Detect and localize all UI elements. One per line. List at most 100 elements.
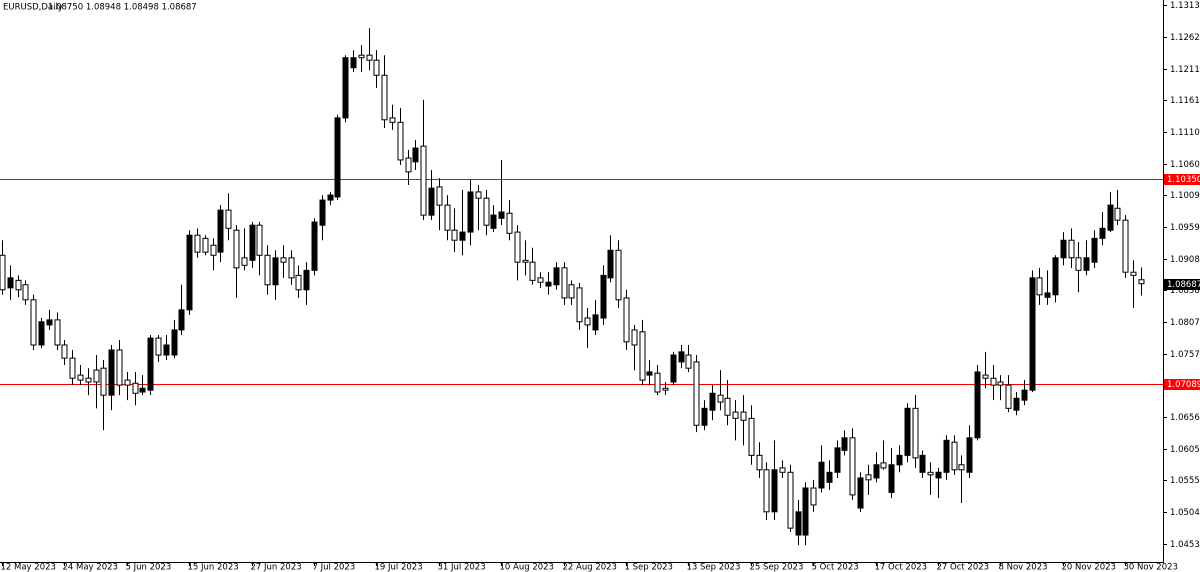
candle-body: [186, 234, 193, 311]
candle-body: [943, 439, 950, 473]
candle-body: [366, 54, 373, 61]
candle-body: [826, 471, 833, 483]
candle-body: [38, 321, 45, 346]
candle-body: [888, 464, 895, 493]
candle-body: [631, 329, 638, 346]
candle-body: [139, 387, 146, 393]
candle-body: [420, 145, 427, 216]
y-tick-label: 1.06560: [1170, 413, 1200, 423]
y-tick-label: 1.05040: [1170, 508, 1200, 518]
y-tick-label: 1.11610: [1170, 96, 1200, 106]
x-tick-label: 30 Nov 2023: [1124, 563, 1178, 572]
candle-body: [529, 261, 536, 281]
candle-body: [506, 212, 513, 234]
candle-body: [272, 257, 279, 286]
candle-body: [576, 287, 583, 323]
candle-body: [30, 299, 37, 346]
x-tick-label: 10 Aug 2023: [500, 563, 554, 572]
y-tick-label: 1.13130: [1170, 1, 1200, 11]
candle-body: [787, 471, 794, 529]
candle-body: [1013, 397, 1020, 411]
candle-body: [514, 231, 521, 263]
candle-body: [444, 204, 451, 231]
candle-body: [1083, 257, 1090, 271]
candle-body: [919, 454, 926, 473]
x-tick-label: 12 May 2023: [1, 563, 56, 572]
candle-body: [701, 407, 708, 426]
last-price-label: 1.08687: [1167, 280, 1200, 290]
candle-body: [592, 314, 599, 331]
candle-body: [584, 317, 591, 326]
candle-body: [249, 224, 256, 261]
candle-body: [982, 374, 989, 379]
candle-body: [334, 117, 341, 198]
candle-body: [1122, 219, 1129, 273]
x-tick-label: 31 Jul 2023: [438, 563, 486, 572]
candle-body: [561, 267, 568, 299]
candle-body: [1107, 204, 1114, 231]
x-tick-label: 27 Jun 2023: [251, 563, 302, 572]
candle-body: [857, 477, 864, 509]
candle-body: [553, 267, 560, 286]
candle-body: [389, 117, 396, 123]
candle-body: [100, 367, 107, 396]
candle-body: [740, 411, 747, 421]
candle-body: [451, 229, 458, 241]
candle-body: [849, 437, 856, 496]
x-tick-label: 20 Nov 2023: [1062, 563, 1116, 572]
candle-body: [1091, 237, 1098, 263]
candle-body: [15, 279, 22, 291]
candle-body: [662, 387, 669, 391]
candle-body: [810, 487, 817, 506]
candle-body: [54, 319, 61, 346]
candle-body: [225, 209, 232, 229]
chart-title: EURUSD,Daily: [3, 3, 63, 13]
candle-body: [1005, 384, 1012, 409]
candle-body: [373, 59, 380, 76]
candle-body: [490, 214, 497, 229]
candle-body: [1138, 279, 1145, 285]
candle-body: [0, 254, 6, 291]
candle-body: [483, 197, 490, 226]
candle-body: [202, 237, 209, 253]
candle-body: [763, 469, 770, 513]
candle-body: [685, 354, 692, 369]
candle-body: [779, 467, 786, 473]
candle-body: [7, 277, 14, 289]
candle-body: [1068, 239, 1075, 259]
candle-body: [935, 471, 942, 479]
candle-body: [412, 147, 419, 163]
candle-body: [171, 329, 178, 356]
x-tick-label: 8 Nov 2023: [999, 563, 1048, 572]
candle-body: [397, 121, 404, 161]
candle-body: [69, 357, 76, 379]
candle-body: [428, 187, 435, 216]
ohlc-readout: 1.08750 1.08948 1.08498 1.08687: [48, 3, 197, 13]
candle-body: [22, 284, 29, 301]
candle-body: [147, 337, 154, 391]
candle-body: [818, 461, 825, 489]
level-label: 1.07089: [1167, 380, 1200, 390]
candle-body: [93, 369, 100, 383]
candle-body: [732, 411, 739, 419]
x-tick-label: 13 Sep 2023: [687, 563, 741, 572]
candle-body: [1021, 389, 1028, 401]
candle-body: [1130, 271, 1137, 276]
candle-body: [467, 191, 474, 233]
candle-body: [475, 191, 482, 199]
candle-body: [311, 221, 318, 271]
y-tick-label: 1.10095: [1170, 191, 1200, 201]
candle-body: [85, 377, 92, 383]
candle-body: [342, 57, 349, 119]
level-label: 1.10350: [1167, 175, 1200, 185]
candle-body: [124, 379, 131, 386]
candle-body: [709, 392, 716, 411]
level-label-box: [1164, 174, 1200, 185]
candle-body: [233, 229, 240, 269]
candle-body: [358, 54, 365, 59]
y-tick-label: 1.08580: [1170, 286, 1200, 296]
candle-body: [912, 407, 919, 459]
candle-body: [178, 309, 185, 331]
y-tick-label: 1.10600: [1170, 160, 1200, 170]
